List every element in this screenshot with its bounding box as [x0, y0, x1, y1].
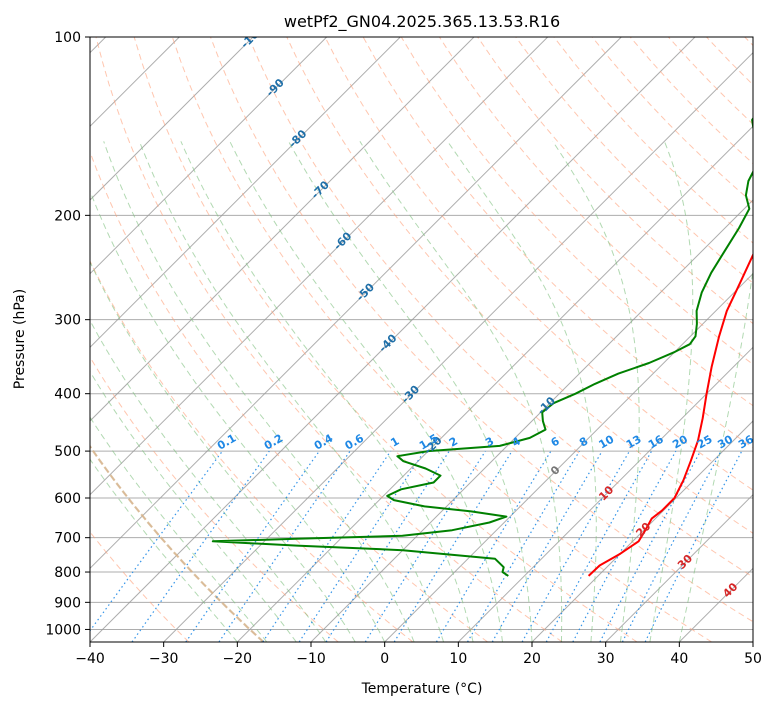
y-tick-label: 800 — [54, 565, 81, 581]
isotherm-line — [163, 51, 753, 642]
isotherm-line — [90, 37, 401, 349]
x-axis: −40 −30 −20 −10 0 10 20 30 40 50 — [75, 642, 762, 667]
mixing-ratio-label: 36 — [736, 432, 756, 451]
y-axis-title: Pressure (hPa) — [12, 289, 28, 389]
isotherm-line — [90, 37, 696, 642]
y-tick-label: 400 — [54, 387, 81, 403]
dry-adiabat — [248, 37, 753, 578]
x-axis-title: Temperature (°C) — [361, 681, 483, 697]
isotherm-line — [90, 37, 475, 422]
x-tick-label: −20 — [223, 651, 253, 667]
y-tick-label: 600 — [54, 491, 81, 507]
dry-adiabat — [171, 37, 712, 642]
mixing-ratio-line — [393, 450, 513, 642]
mixing-ratio-line — [298, 450, 425, 642]
special-isotherm — [90, 444, 265, 642]
x-tick-label: −40 — [75, 651, 105, 667]
data-lines — [211, 116, 753, 577]
dry-adiabat — [133, 37, 638, 642]
moist-adiabat — [359, 141, 563, 642]
moist-adiabat — [552, 141, 640, 642]
dry-adiabat — [95, 37, 563, 642]
isotherm-line — [605, 493, 753, 642]
moist-adiabat — [90, 370, 297, 642]
x-tick-label: −30 — [149, 651, 179, 667]
chart-title: wetPf2_GN04.2025.365.13.53.R16 — [284, 12, 560, 32]
y-tick-label: 500 — [54, 444, 81, 460]
mixing-ratio-line — [185, 450, 320, 642]
x-tick-label: 10 — [449, 651, 467, 667]
dry-adiabat — [515, 37, 753, 284]
moist-adiabat — [90, 189, 386, 642]
moist-adiabat — [90, 260, 356, 642]
isotherm-line — [90, 37, 622, 570]
moist-adiabat — [90, 416, 268, 642]
isotherm-line — [90, 37, 549, 496]
x-tick-label: −10 — [296, 651, 326, 667]
isotherm-line — [236, 125, 753, 642]
isotherm-line — [90, 37, 328, 275]
moist-adiabat — [90, 458, 238, 642]
moist-adiabat — [138, 141, 445, 642]
mixing-ratio-line — [572, 450, 677, 642]
y-tick-label: 700 — [54, 531, 81, 547]
y-tick-label: 300 — [54, 313, 81, 329]
mixing-ratio-line — [435, 450, 552, 642]
x-tick-label: 50 — [744, 651, 762, 667]
moist-adiabat — [447, 141, 597, 642]
moist-adiabat — [180, 141, 474, 642]
mixing-ratio-line — [262, 450, 392, 642]
mixing-ratio-line — [218, 450, 351, 642]
plot-frame — [89, 36, 754, 643]
isotherm-line — [531, 420, 753, 642]
temperature-profile — [587, 252, 753, 577]
y-axis: 100 200 300 400 500 600 700 800 900 1000 — [45, 30, 90, 638]
mixing-ratio-line — [364, 450, 486, 642]
x-tick-label: 30 — [597, 651, 615, 667]
dry-adiabat — [286, 37, 753, 534]
y-tick-label: 1000 — [45, 622, 81, 638]
y-tick-label: 100 — [54, 30, 81, 46]
y-tick-label: 900 — [54, 595, 81, 611]
mixing-ratio-line — [325, 450, 450, 642]
y-tick-label: 200 — [54, 208, 81, 224]
dry-adiabat — [210, 37, 753, 623]
moist-adiabat — [288, 141, 533, 642]
dry-adiabat — [90, 259, 414, 642]
x-tick-label: 40 — [670, 651, 688, 667]
x-tick-label: 20 — [523, 651, 541, 667]
dry-adiabat — [324, 37, 753, 491]
moist-adiabat — [103, 141, 415, 642]
x-tick-label: 0 — [380, 651, 389, 667]
dewpoint-profile — [211, 116, 753, 577]
moist-adiabat — [90, 319, 327, 642]
isotherm-line — [384, 272, 753, 642]
moist-adiabat — [649, 141, 694, 642]
moist-adiabat — [678, 265, 753, 642]
mixing-ratio-line — [466, 450, 580, 642]
background-lines — [90, 37, 753, 642]
isotherm-line — [90, 37, 254, 201]
moist-adiabat — [229, 141, 503, 642]
